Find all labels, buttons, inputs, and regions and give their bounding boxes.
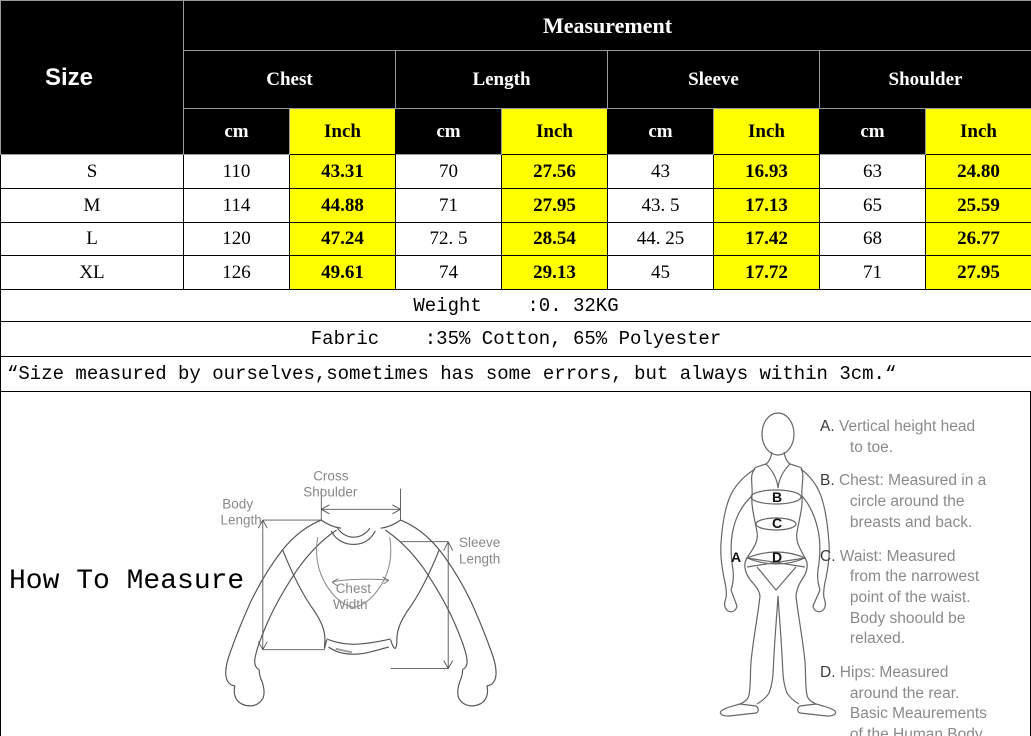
svg-text:Length: Length bbox=[459, 551, 500, 566]
svg-text:Width: Width bbox=[333, 597, 368, 612]
svg-text:B: B bbox=[772, 489, 782, 505]
svg-text:Sleeve: Sleeve bbox=[459, 535, 500, 550]
svg-text:A: A bbox=[731, 549, 741, 565]
svg-text:Body: Body bbox=[222, 496, 253, 511]
svg-text:C: C bbox=[772, 515, 782, 531]
svg-text:D: D bbox=[772, 549, 782, 565]
svg-text:Chest: Chest bbox=[336, 581, 372, 596]
svg-text:Length: Length bbox=[221, 513, 262, 528]
svg-text:Shoulder: Shoulder bbox=[303, 485, 358, 500]
svg-text:Cross: Cross bbox=[313, 469, 349, 484]
